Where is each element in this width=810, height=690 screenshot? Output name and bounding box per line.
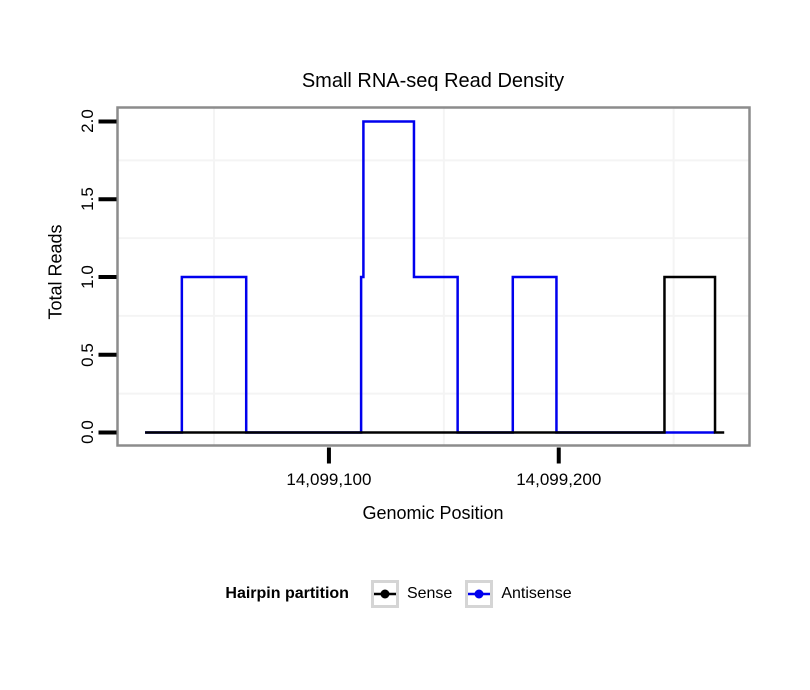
antisense-key-icon	[468, 589, 491, 599]
series-antisense	[145, 120, 716, 434]
x-axis-title: Genomic Position	[362, 503, 504, 523]
legend-key-antisense	[465, 580, 494, 608]
series-sense	[145, 275, 725, 434]
y-tick-label: 2.0	[78, 109, 97, 134]
panel-border	[116, 106, 751, 447]
sense-key-icon	[373, 589, 396, 599]
legend-key-sense	[370, 580, 399, 608]
y-tick-label: 0.0	[78, 420, 97, 445]
x-tick-label: 14,099,200	[516, 470, 602, 489]
x-tick-label: 14,099,100	[286, 470, 372, 489]
legend-label-sense: Sense	[406, 585, 453, 602]
y-axis-title: Total Reads	[45, 224, 66, 320]
y-tick-label: 0.5	[78, 342, 97, 367]
chart-title: Small RNA-seq Read Density	[301, 70, 565, 92]
y-tick-label: 1.0	[78, 265, 97, 289]
y-tick-label: 1.5	[78, 187, 97, 212]
legend-title: Hairpin partition	[225, 585, 349, 602]
legend: Hairpin partition Sense Antisense	[0, 579, 810, 609]
legend-label-antisense: Antisense	[501, 585, 572, 602]
